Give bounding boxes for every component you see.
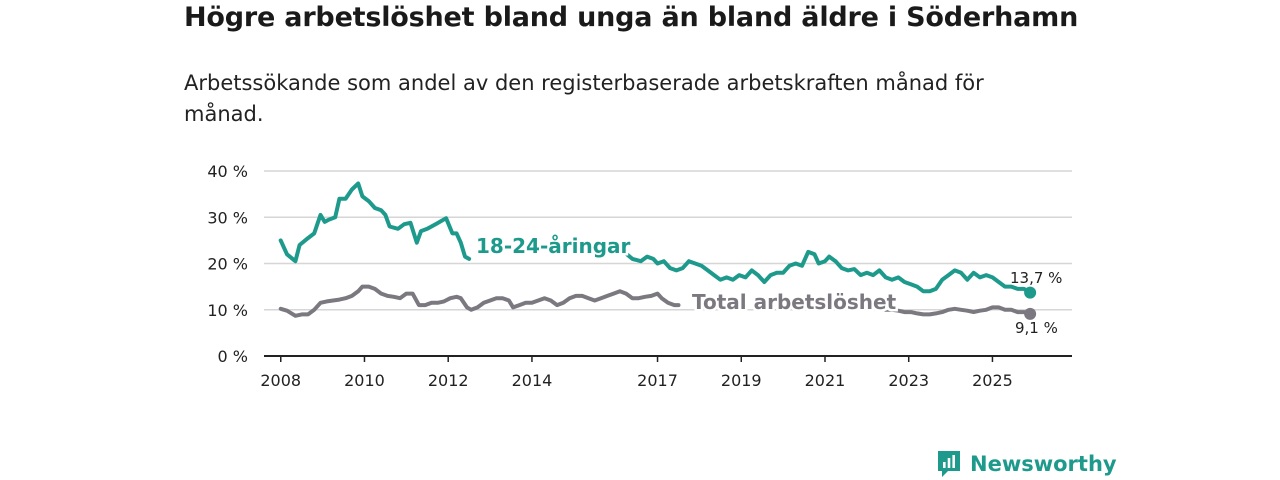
- x-tick-label: 2012: [428, 371, 469, 390]
- series-label-youth: 18-24-åringar: [476, 234, 631, 258]
- x-tick-label: 2025: [972, 371, 1013, 390]
- end-point-total: [1024, 307, 1037, 320]
- y-tick-label: 0 %: [218, 347, 248, 366]
- series-line-youth-1: [603, 243, 1033, 295]
- brand-name: Newsworthy: [970, 452, 1117, 476]
- series-label-total: Total arbetslöshet: [692, 290, 897, 314]
- grid-lines: [264, 170, 1072, 357]
- x-tick-label: 2021: [805, 371, 846, 390]
- newsworthy-logo-icon: [938, 451, 960, 477]
- y-tick-label: 10 %: [207, 301, 248, 320]
- x-tick-label: 2010: [344, 371, 385, 390]
- y-tick-label: 30 %: [207, 208, 248, 227]
- series-line-youth-0: [278, 181, 472, 264]
- line-chart: 0 % 10 % 20 % 30 % 40 % 2008 2010 2012 2014 2017…: [207, 162, 1072, 390]
- chart-subtitle: Arbetssökande som andel av den registerb…: [184, 71, 984, 126]
- x-tick-label: 2017: [637, 371, 678, 390]
- chart-title: Högre arbetslöshet bland unga än bland ä…: [184, 2, 1079, 33]
- x-tick-label: 2019: [721, 371, 762, 390]
- end-label-youth: 13,7 %: [1010, 269, 1062, 287]
- brand-logo[interactable]: Newsworthy: [936, 448, 1117, 480]
- end-label-total: 9,1 %: [1015, 319, 1058, 337]
- end-point-youth: [1024, 286, 1037, 299]
- series-lines: [278, 181, 1037, 320]
- series-line-total-1: [877, 305, 1033, 317]
- y-axis: 0 % 10 % 20 % 30 % 40 %: [207, 162, 248, 366]
- x-tick-label: 2008: [260, 371, 301, 390]
- x-tick-label: 2014: [512, 371, 553, 390]
- y-tick-label: 20 %: [207, 255, 248, 274]
- y-tick-label: 40 %: [207, 162, 248, 181]
- series-line-total-0: [278, 284, 681, 318]
- x-tick-label: 2023: [888, 371, 929, 390]
- x-axis: 2008 2010 2012 2014 2017 2019 2021 2023 2025: [260, 356, 1013, 390]
